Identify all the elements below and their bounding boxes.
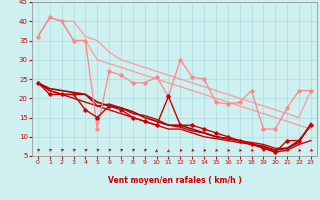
X-axis label: Vent moyen/en rafales ( km/h ): Vent moyen/en rafales ( km/h ): [108, 176, 241, 185]
